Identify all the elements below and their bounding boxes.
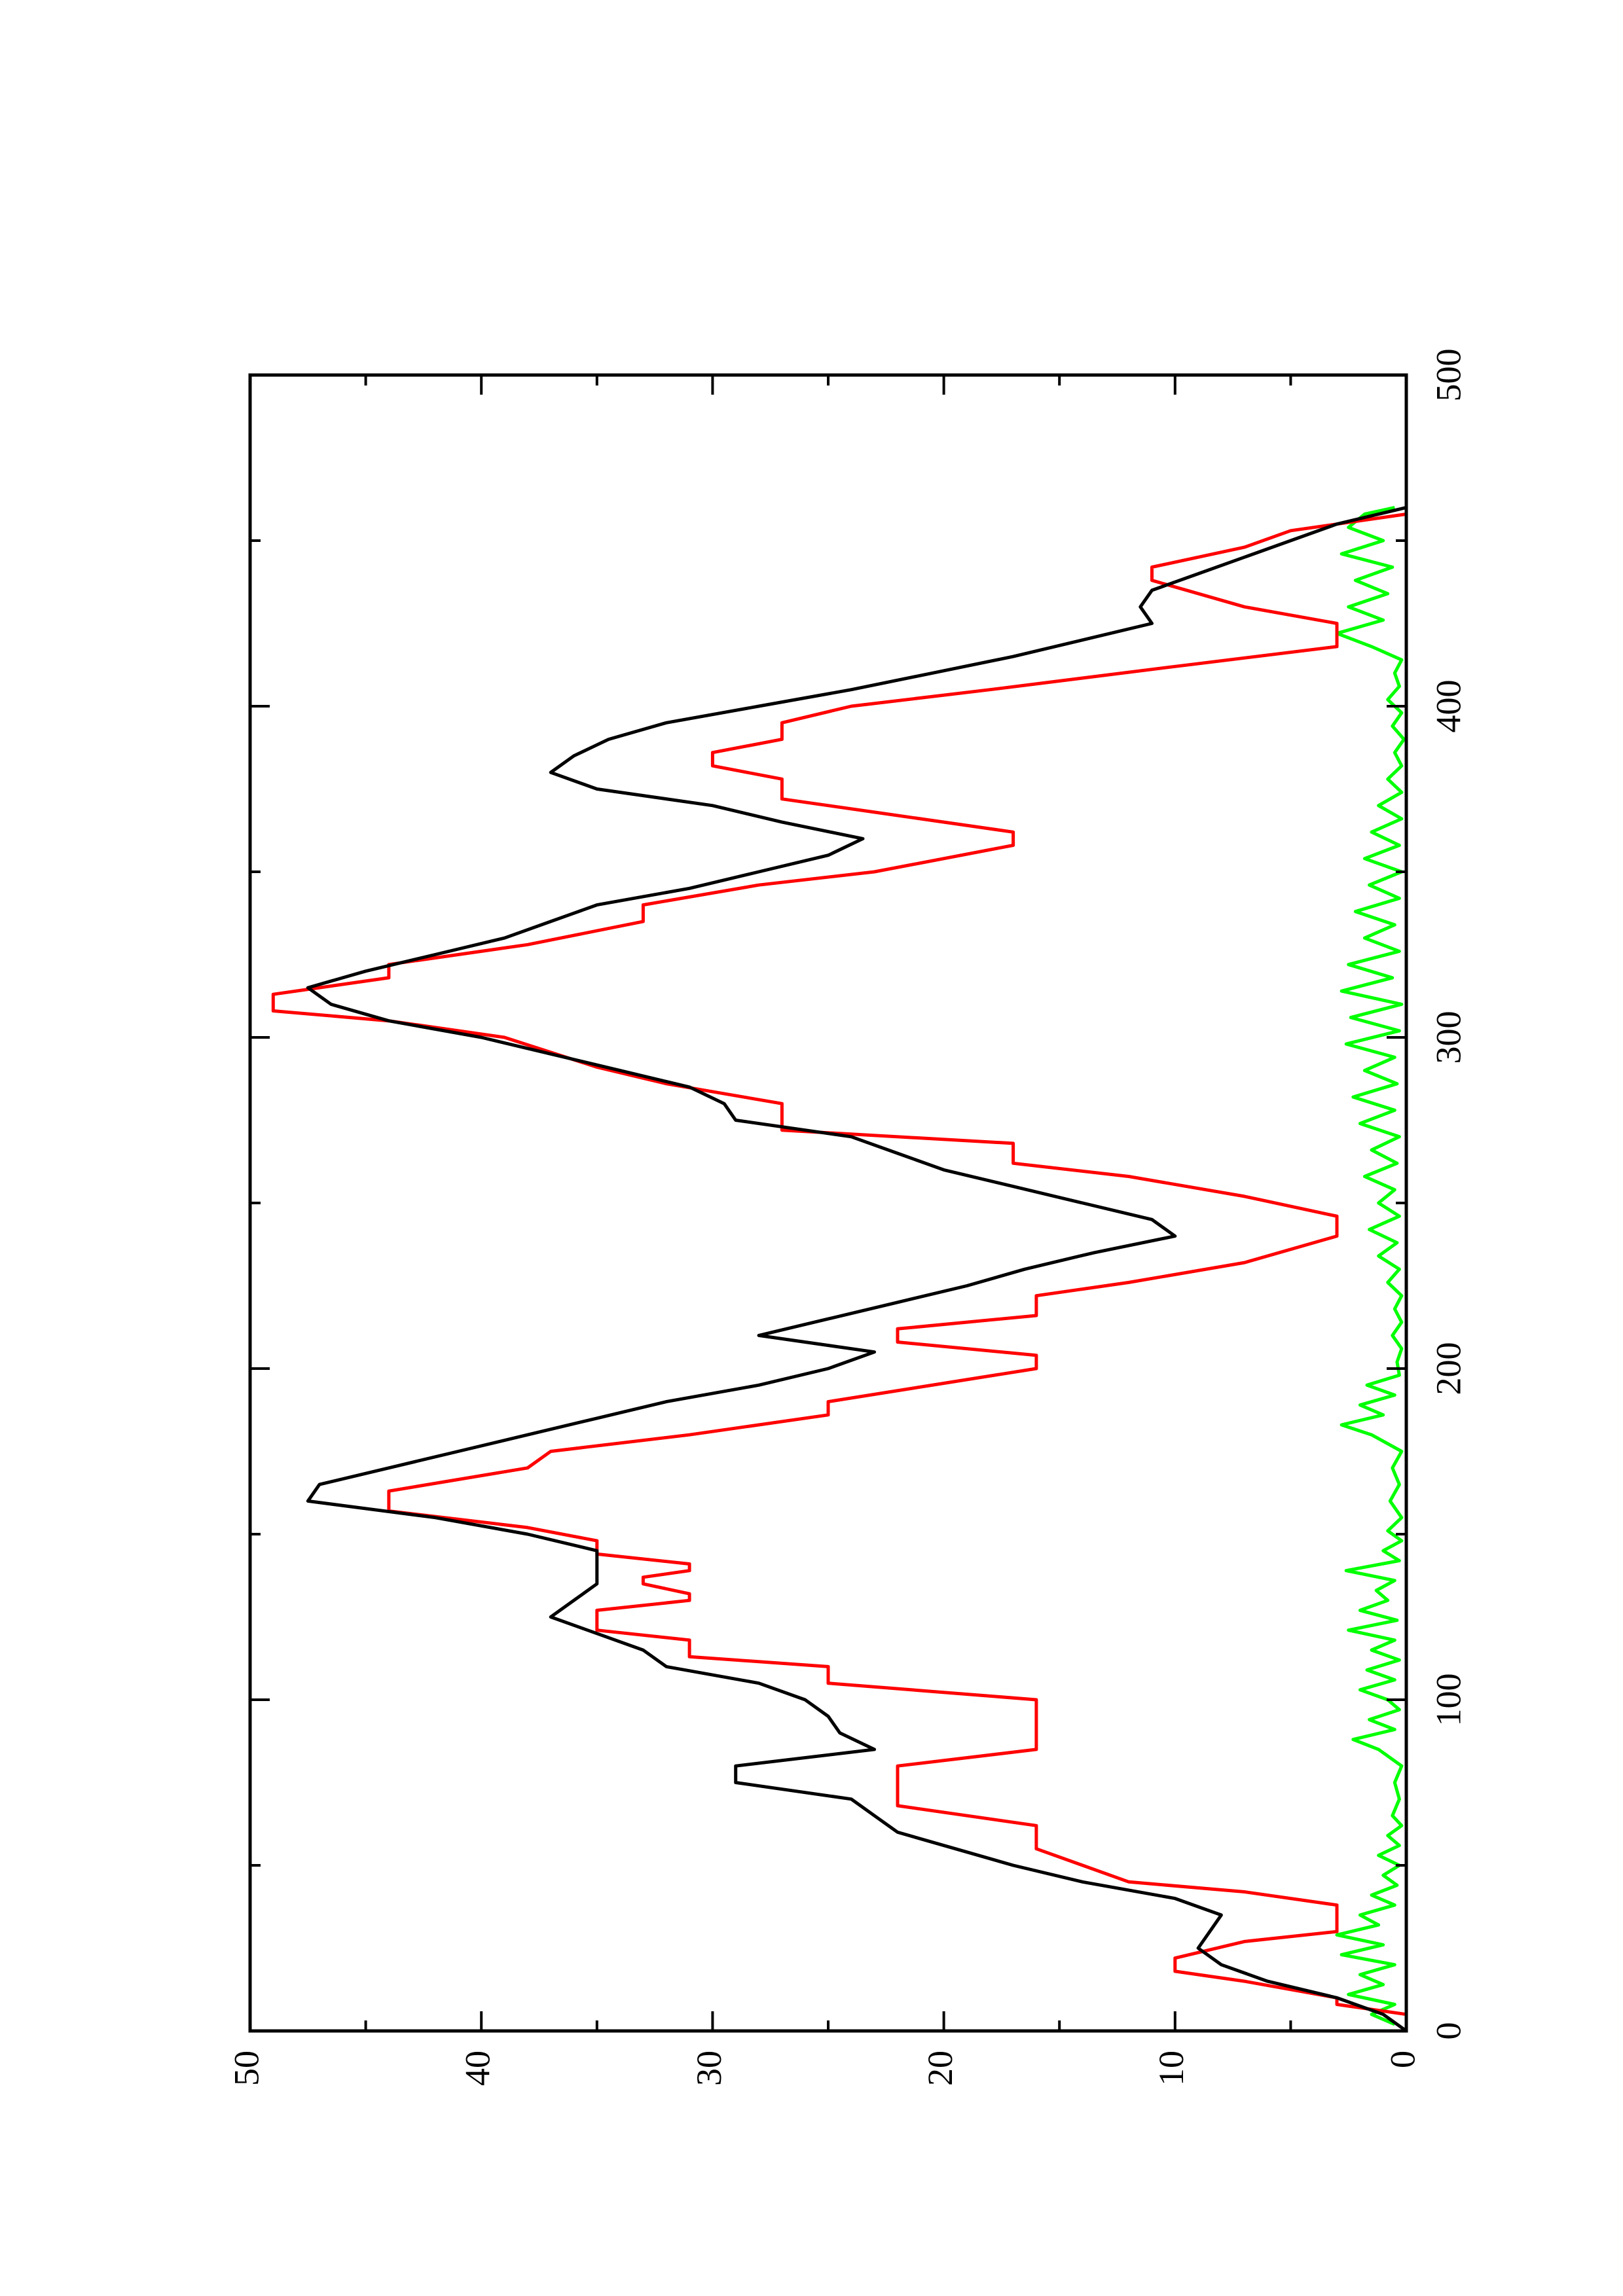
series-line-1 [271, 512, 1407, 2017]
x-tick-label: 300 [1429, 1011, 1468, 1064]
series-line-0 [306, 505, 1408, 2033]
x-tick-label: 500 [1429, 349, 1468, 402]
series-line-2 [1335, 505, 1406, 2026]
x-tick-label: 100 [1429, 1674, 1468, 1727]
y-tick-label: 30 [689, 2051, 729, 2086]
plot-frame [248, 373, 1408, 2033]
y-tick-label: 40 [458, 2051, 498, 2086]
y-axis: 0 10 20 30 40 50 [227, 375, 1422, 2086]
y-tick-label: 50 [227, 2051, 266, 2086]
series-group [271, 505, 1408, 2033]
x-axis: 0 100 200 300 400 500 [250, 349, 1468, 2040]
x-tick-label: 200 [1429, 1342, 1468, 1395]
x-tick-label: 0 [1429, 2022, 1468, 2040]
y-tick-label: 10 [1152, 2051, 1191, 2086]
x-tick-label: 400 [1429, 680, 1468, 733]
y-tick-label: 0 [1383, 2051, 1422, 2068]
y-tick-label: 20 [921, 2051, 960, 2086]
